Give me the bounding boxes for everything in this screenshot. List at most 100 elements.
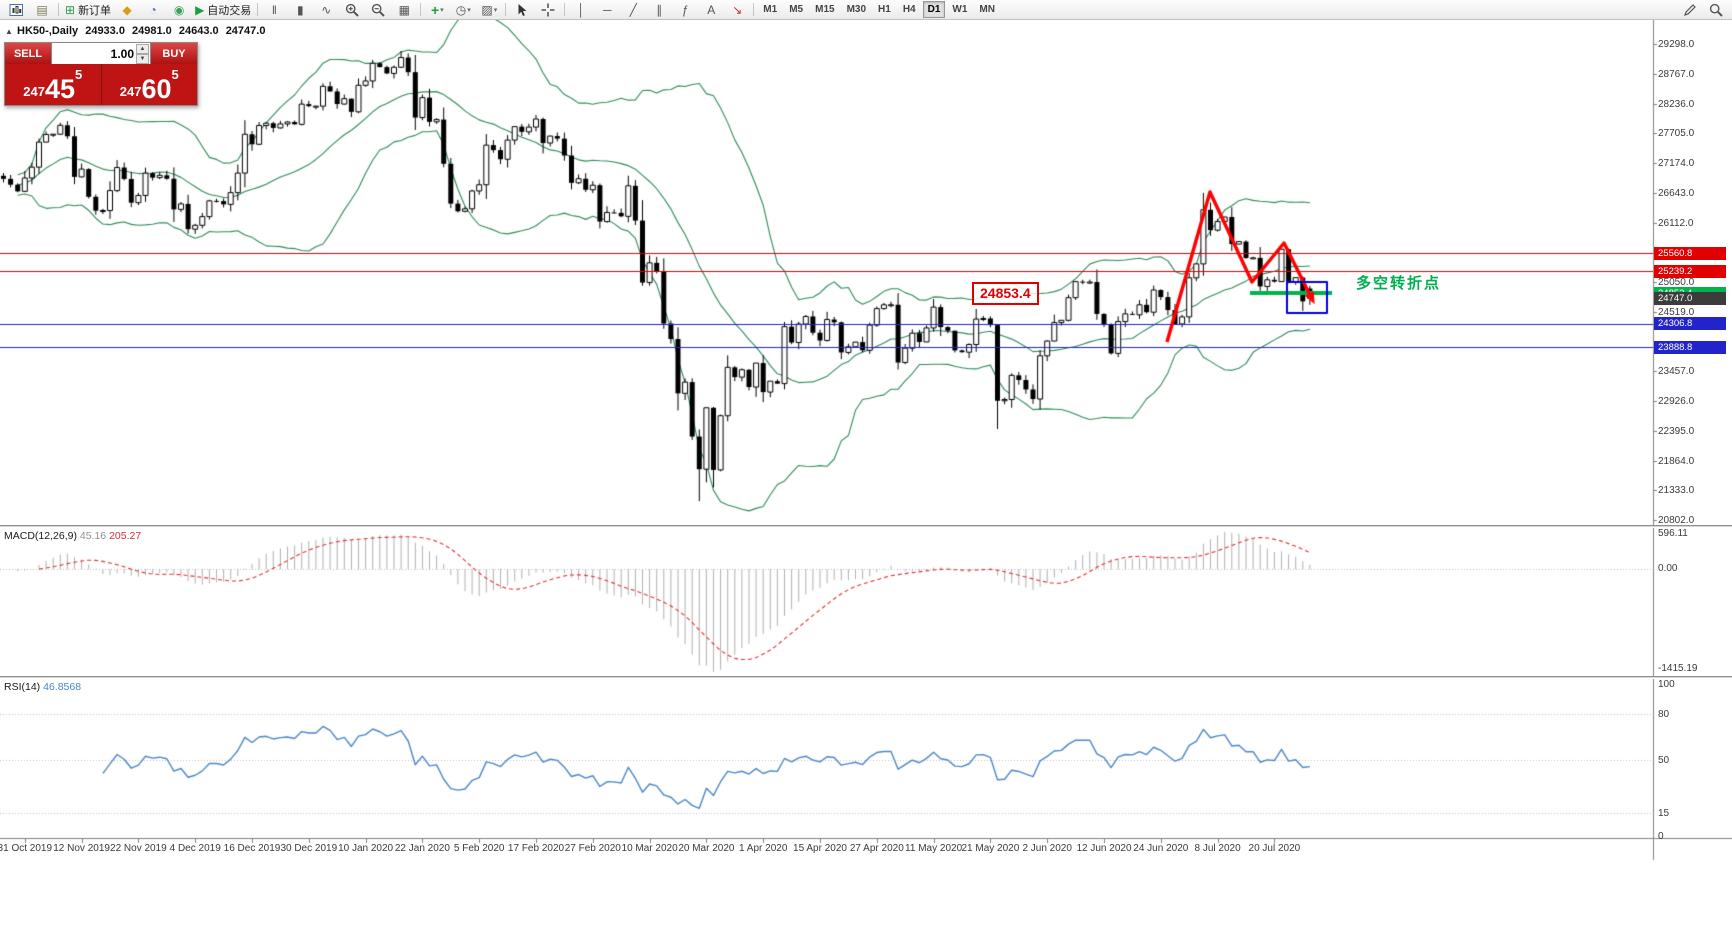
timeframe-button-M5[interactable]: M5 [789,4,804,15]
timeframe-button-D1[interactable]: D1 [922,1,946,18]
line-chart-icon: ∿ [321,2,332,17]
chart-symbol-period: HK50-,Daily [17,25,79,37]
tile-windows-icon: ▦ [398,2,410,17]
toolbar-separator [420,3,422,16]
price-callout-box[interactable]: 24853.4 [972,282,1039,305]
arrows-icon[interactable]: ↘ [724,0,750,19]
turning-point-note[interactable]: 多空转折点 [1356,275,1442,292]
macd-axis-min: -1415.19 [1658,663,1698,674]
candlestick-chart-icon[interactable]: ▮ [287,0,313,19]
autotrading-button: ▶ [195,2,205,17]
sell-button[interactable]: SELL [5,43,51,64]
rsi-axis-label: 100 [1658,679,1675,690]
rsi-label: RSI(14) 46.8568 [4,681,82,693]
vertical-line-icon[interactable]: │ [568,0,594,19]
zoom-out-icon[interactable] [365,0,391,19]
price-axis-label: 29298.0 [1658,39,1695,50]
arrows-icon: ↘ [732,2,743,17]
trendline-icon: ╱ [629,2,637,17]
volume-increase-button[interactable]: ▲ [136,44,149,54]
ohlc-low: 24643.0 [178,25,219,37]
date-label: 27 Feb 2020 [564,843,621,854]
rsi-axis-label: 80 [1658,709,1670,721]
metaeditor-icon: ◆ [122,2,132,17]
current-price-tag: 24747.0 [1654,292,1726,306]
autotrading-button-label: 自动交易 [207,4,252,17]
periods-icon: ◷ [455,2,467,17]
horizontal-line-icon: ─ [603,2,612,17]
ohlc-high: 24981.0 [132,25,172,37]
rsi-axis-label: 0 [1658,831,1664,842]
date-label: 4 Dec 2019 [169,843,221,854]
price-axis-label: 25050.0 [1658,277,1695,288]
date-label: 11 May 2020 [905,843,963,854]
volume-decrease-button[interactable]: ▼ [136,54,149,64]
navigator-icon[interactable]: ◉ [166,0,192,19]
date-label: 27 Apr 2020 [849,843,904,854]
ohlc-open: 24933.0 [85,25,125,37]
timeframe-button-W1[interactable]: W1 [952,4,968,15]
ask-price[interactable]: 247 60 5 [119,67,179,105]
market-watch-icon[interactable]: ◔ [140,0,166,19]
indicators-icon: + [430,1,440,18]
chart-profiles-icon[interactable]: ▤ [29,0,55,19]
new-order-button[interactable]: ⊞ 新订单 [62,0,114,19]
volume-field: ▲ ▼ [51,43,151,64]
chart-title: HK50-,Daily 24933.0 24981.0 24643.0 2474… [17,25,269,37]
date-label: 24 Jun 2020 [1133,843,1189,854]
chevron-down-icon: ▾ [467,6,471,14]
date-label: 15 Apr 2020 [793,843,847,854]
candlestick-chart-icon: ▮ [296,2,304,17]
timeframe-button-M15[interactable]: M15 [815,4,835,15]
bid-price[interactable]: 247 45 5 [5,64,102,105]
timeframe-button-H4[interactable]: H4 [902,4,916,15]
zoom-in-icon[interactable] [339,0,365,19]
hline-price-tag: 23888.8 [1654,340,1726,354]
search-icon[interactable] [1703,0,1729,19]
date-label: 16 Dec 2019 [223,843,281,854]
date-label: 20 Mar 2020 [678,843,735,854]
fibonacci-icon: ƒ [681,2,689,17]
buy-button[interactable]: BUY [151,43,197,64]
crosshair-icon[interactable] [535,0,561,19]
date-label: 22 Nov 2019 [110,843,167,854]
one-click-collapse-icon[interactable]: ▲ [5,27,13,36]
price-axis-label: 28236.0 [1658,98,1695,110]
date-label: 1 Apr 2020 [739,843,788,854]
metaeditor-icon[interactable]: ◆ [114,0,140,19]
volume-input[interactable] [52,43,150,64]
date-label: 10 Mar 2020 [621,843,678,854]
chart-canvas[interactable] [0,20,1732,947]
line-chart-icon[interactable]: ∿ [313,0,339,19]
text-label-icon[interactable]: A [698,0,724,19]
date-label: 20 Jul 2020 [1248,843,1301,854]
chevron-down-icon: ▾ [440,6,444,14]
templates-icon[interactable]: ▨ ▾ [476,0,502,19]
autotrading-button[interactable]: ▶ 自动交易 [192,0,254,19]
pencil-icon[interactable] [1677,0,1703,19]
tile-windows-icon[interactable]: ▦ [391,0,417,19]
equidistant-channel-icon[interactable]: ∥ [646,0,672,19]
price-axis-label: 26112.0 [1658,217,1694,229]
horizontal-line-icon[interactable]: ─ [594,0,620,19]
toolbar-separator [564,3,566,16]
bar-chart-icon[interactable]: ‖ [261,0,287,19]
new-chart-icon[interactable] [3,0,29,19]
pane-separator-rsi[interactable] [0,676,1732,679]
new-order-button-label: 新订单 [78,4,112,17]
price-axis-label: 23457.0 [1658,366,1695,378]
toolbar-separator [505,3,507,16]
timeframe-button-MN[interactable]: MN [979,4,995,15]
periods-icon[interactable]: ◷ ▾ [450,0,476,19]
timeframe-button-M30[interactable]: M30 [846,4,867,15]
timeframe-button-M1[interactable]: M1 [763,4,778,15]
cursor-icon[interactable] [509,0,535,19]
rsi-axis-label: 50 [1658,755,1670,766]
trendline-icon[interactable]: ╱ [620,0,646,19]
timeframe-button-H1[interactable]: H1 [878,4,891,15]
fibonacci-icon[interactable]: ƒ [672,0,698,19]
macd-label: MACD(12,26,9) 45.16 205.27 [4,530,142,542]
indicators-icon[interactable]: + ▾ [424,0,450,19]
price-axis-label: 22395.0 [1658,425,1695,437]
pane-separator-macd[interactable] [0,525,1732,528]
